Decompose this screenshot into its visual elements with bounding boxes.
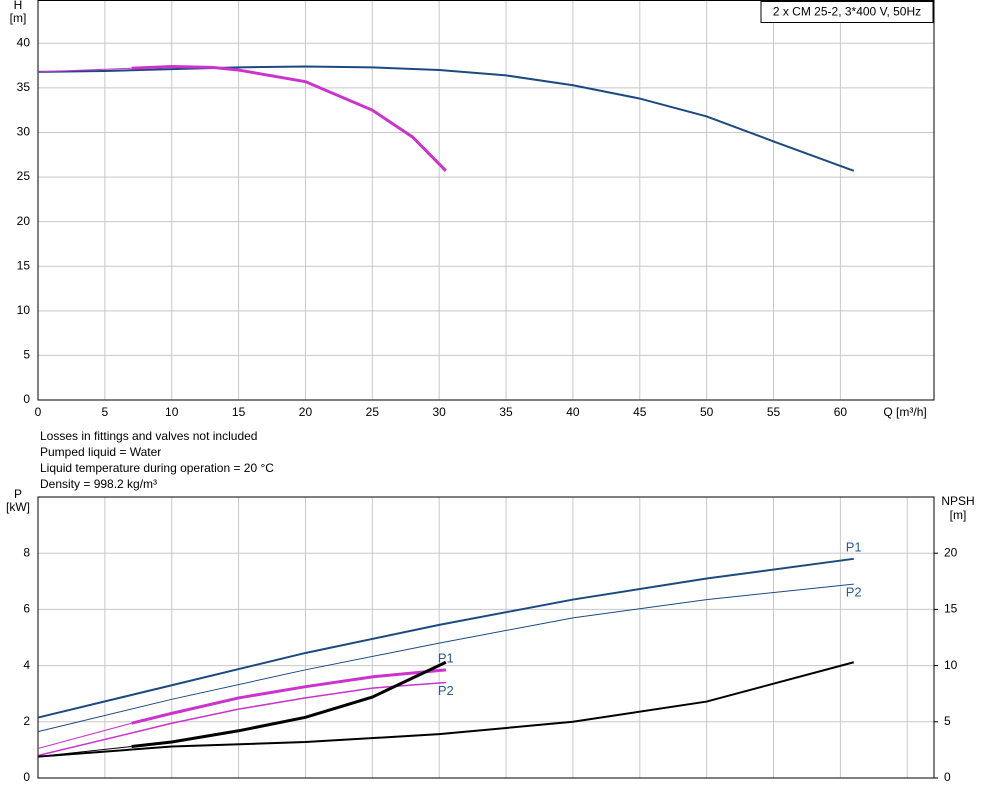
curve: [37, 65, 855, 172]
y-tick-label: 15: [17, 258, 31, 272]
series-label: P2: [438, 683, 454, 698]
note: Density = 998.2 kg/m³: [40, 477, 157, 491]
y-tick-label: 40: [17, 35, 31, 49]
y2-axis-label: [m]: [950, 508, 967, 522]
note: Pumped liquid = Water: [40, 445, 161, 459]
y-tick-label: 6: [23, 602, 30, 616]
x-tick-label: 60: [834, 405, 848, 419]
curve: [37, 557, 854, 719]
curve: [131, 668, 447, 725]
y-axis-label: H: [14, 0, 23, 12]
x-tick-label: 10: [165, 405, 179, 419]
y-axis-label: [kW]: [6, 500, 30, 514]
y-tick-label: 25: [17, 169, 31, 183]
y2-tick-label: 0: [944, 770, 951, 784]
y-tick-label: 35: [17, 80, 31, 94]
series-label: P1: [846, 539, 862, 554]
y2-tick-label: 15: [944, 602, 958, 616]
y-axis-label: [m]: [10, 11, 27, 25]
y-tick-label: 4: [23, 658, 30, 672]
x-tick-label: 35: [499, 405, 513, 419]
x-axis-label: Q [m³/h]: [883, 405, 926, 419]
x-tick-label: 0: [35, 405, 42, 419]
curve: [37, 661, 855, 758]
series-label: P1: [438, 650, 454, 665]
x-tick-label: 55: [767, 405, 781, 419]
curve: [37, 583, 854, 733]
x-tick-label: 25: [366, 405, 380, 419]
series-label: P2: [846, 585, 862, 600]
note: Losses in fittings and valves not includ…: [40, 429, 257, 443]
y-axis-label: P: [14, 487, 22, 501]
y-tick-label: 2: [23, 714, 30, 728]
x-tick-label: 20: [299, 405, 313, 419]
curve: [37, 681, 446, 757]
x-tick-label: 15: [232, 405, 246, 419]
x-tick-label: 50: [700, 405, 714, 419]
y2-tick-label: 20: [944, 545, 958, 559]
plot-frame: [37, 496, 935, 779]
y-tick-label: 20: [17, 214, 31, 228]
y-tick-label: 8: [23, 545, 30, 559]
y-tick-label: 5: [23, 348, 30, 362]
annotation: 2 x CM 25-2, 3*400 V, 50Hz: [773, 5, 921, 19]
curve: [131, 64, 447, 172]
y-tick-label: 0: [23, 392, 30, 406]
annotation-box: [760, 1, 934, 23]
curve: [37, 67, 132, 73]
note: Liquid temperature during operation = 20…: [40, 461, 274, 475]
plot-frame: [37, 0, 935, 401]
y2-tick-label: 5: [944, 714, 951, 728]
curve: [131, 660, 447, 749]
y-tick-label: 10: [17, 303, 31, 317]
x-tick-label: 45: [633, 405, 647, 419]
y2-axis-label: NPSH: [941, 494, 974, 508]
curve: [37, 722, 132, 749]
x-tick-label: 5: [102, 405, 109, 419]
y2-tick-label: 10: [944, 658, 958, 672]
y-tick-label: 30: [17, 125, 31, 139]
x-tick-label: 40: [566, 405, 580, 419]
x-tick-label: 30: [433, 405, 447, 419]
y-tick-label: 0: [23, 770, 30, 784]
